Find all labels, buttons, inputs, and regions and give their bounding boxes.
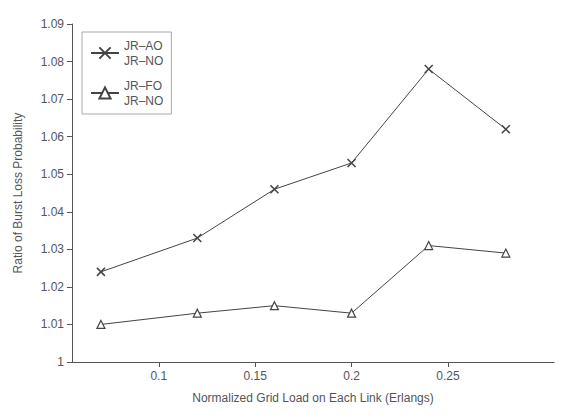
svg-text:0.2: 0.2	[343, 369, 360, 383]
svg-text:1: 1	[57, 355, 64, 369]
svg-text:1.08: 1.08	[41, 55, 65, 69]
svg-text:1.04: 1.04	[41, 205, 65, 219]
svg-text:Ratio of Burst Loss Probabilit: Ratio of Burst Loss Probability	[11, 113, 25, 274]
svg-text:1.05: 1.05	[41, 167, 65, 181]
svg-text:0.25: 0.25	[436, 369, 460, 383]
svg-text:1.02: 1.02	[41, 280, 65, 294]
svg-text:JR–NO: JR–NO	[124, 54, 163, 68]
svg-text:JR–AO: JR–AO	[124, 39, 163, 53]
svg-text:1.07: 1.07	[41, 92, 65, 106]
svg-text:0.15: 0.15	[243, 369, 267, 383]
svg-text:1.09: 1.09	[41, 17, 65, 31]
svg-text:JR–NO: JR–NO	[124, 94, 163, 108]
svg-text:0.1: 0.1	[150, 369, 167, 383]
svg-text:1.03: 1.03	[41, 242, 65, 256]
svg-text:JR–FO: JR–FO	[124, 79, 162, 93]
svg-text:1.01: 1.01	[41, 317, 65, 331]
svg-text:Normalized Grid Load on Each L: Normalized Grid Load on Each Link (Erlan…	[192, 391, 433, 405]
svg-text:1.06: 1.06	[41, 130, 65, 144]
